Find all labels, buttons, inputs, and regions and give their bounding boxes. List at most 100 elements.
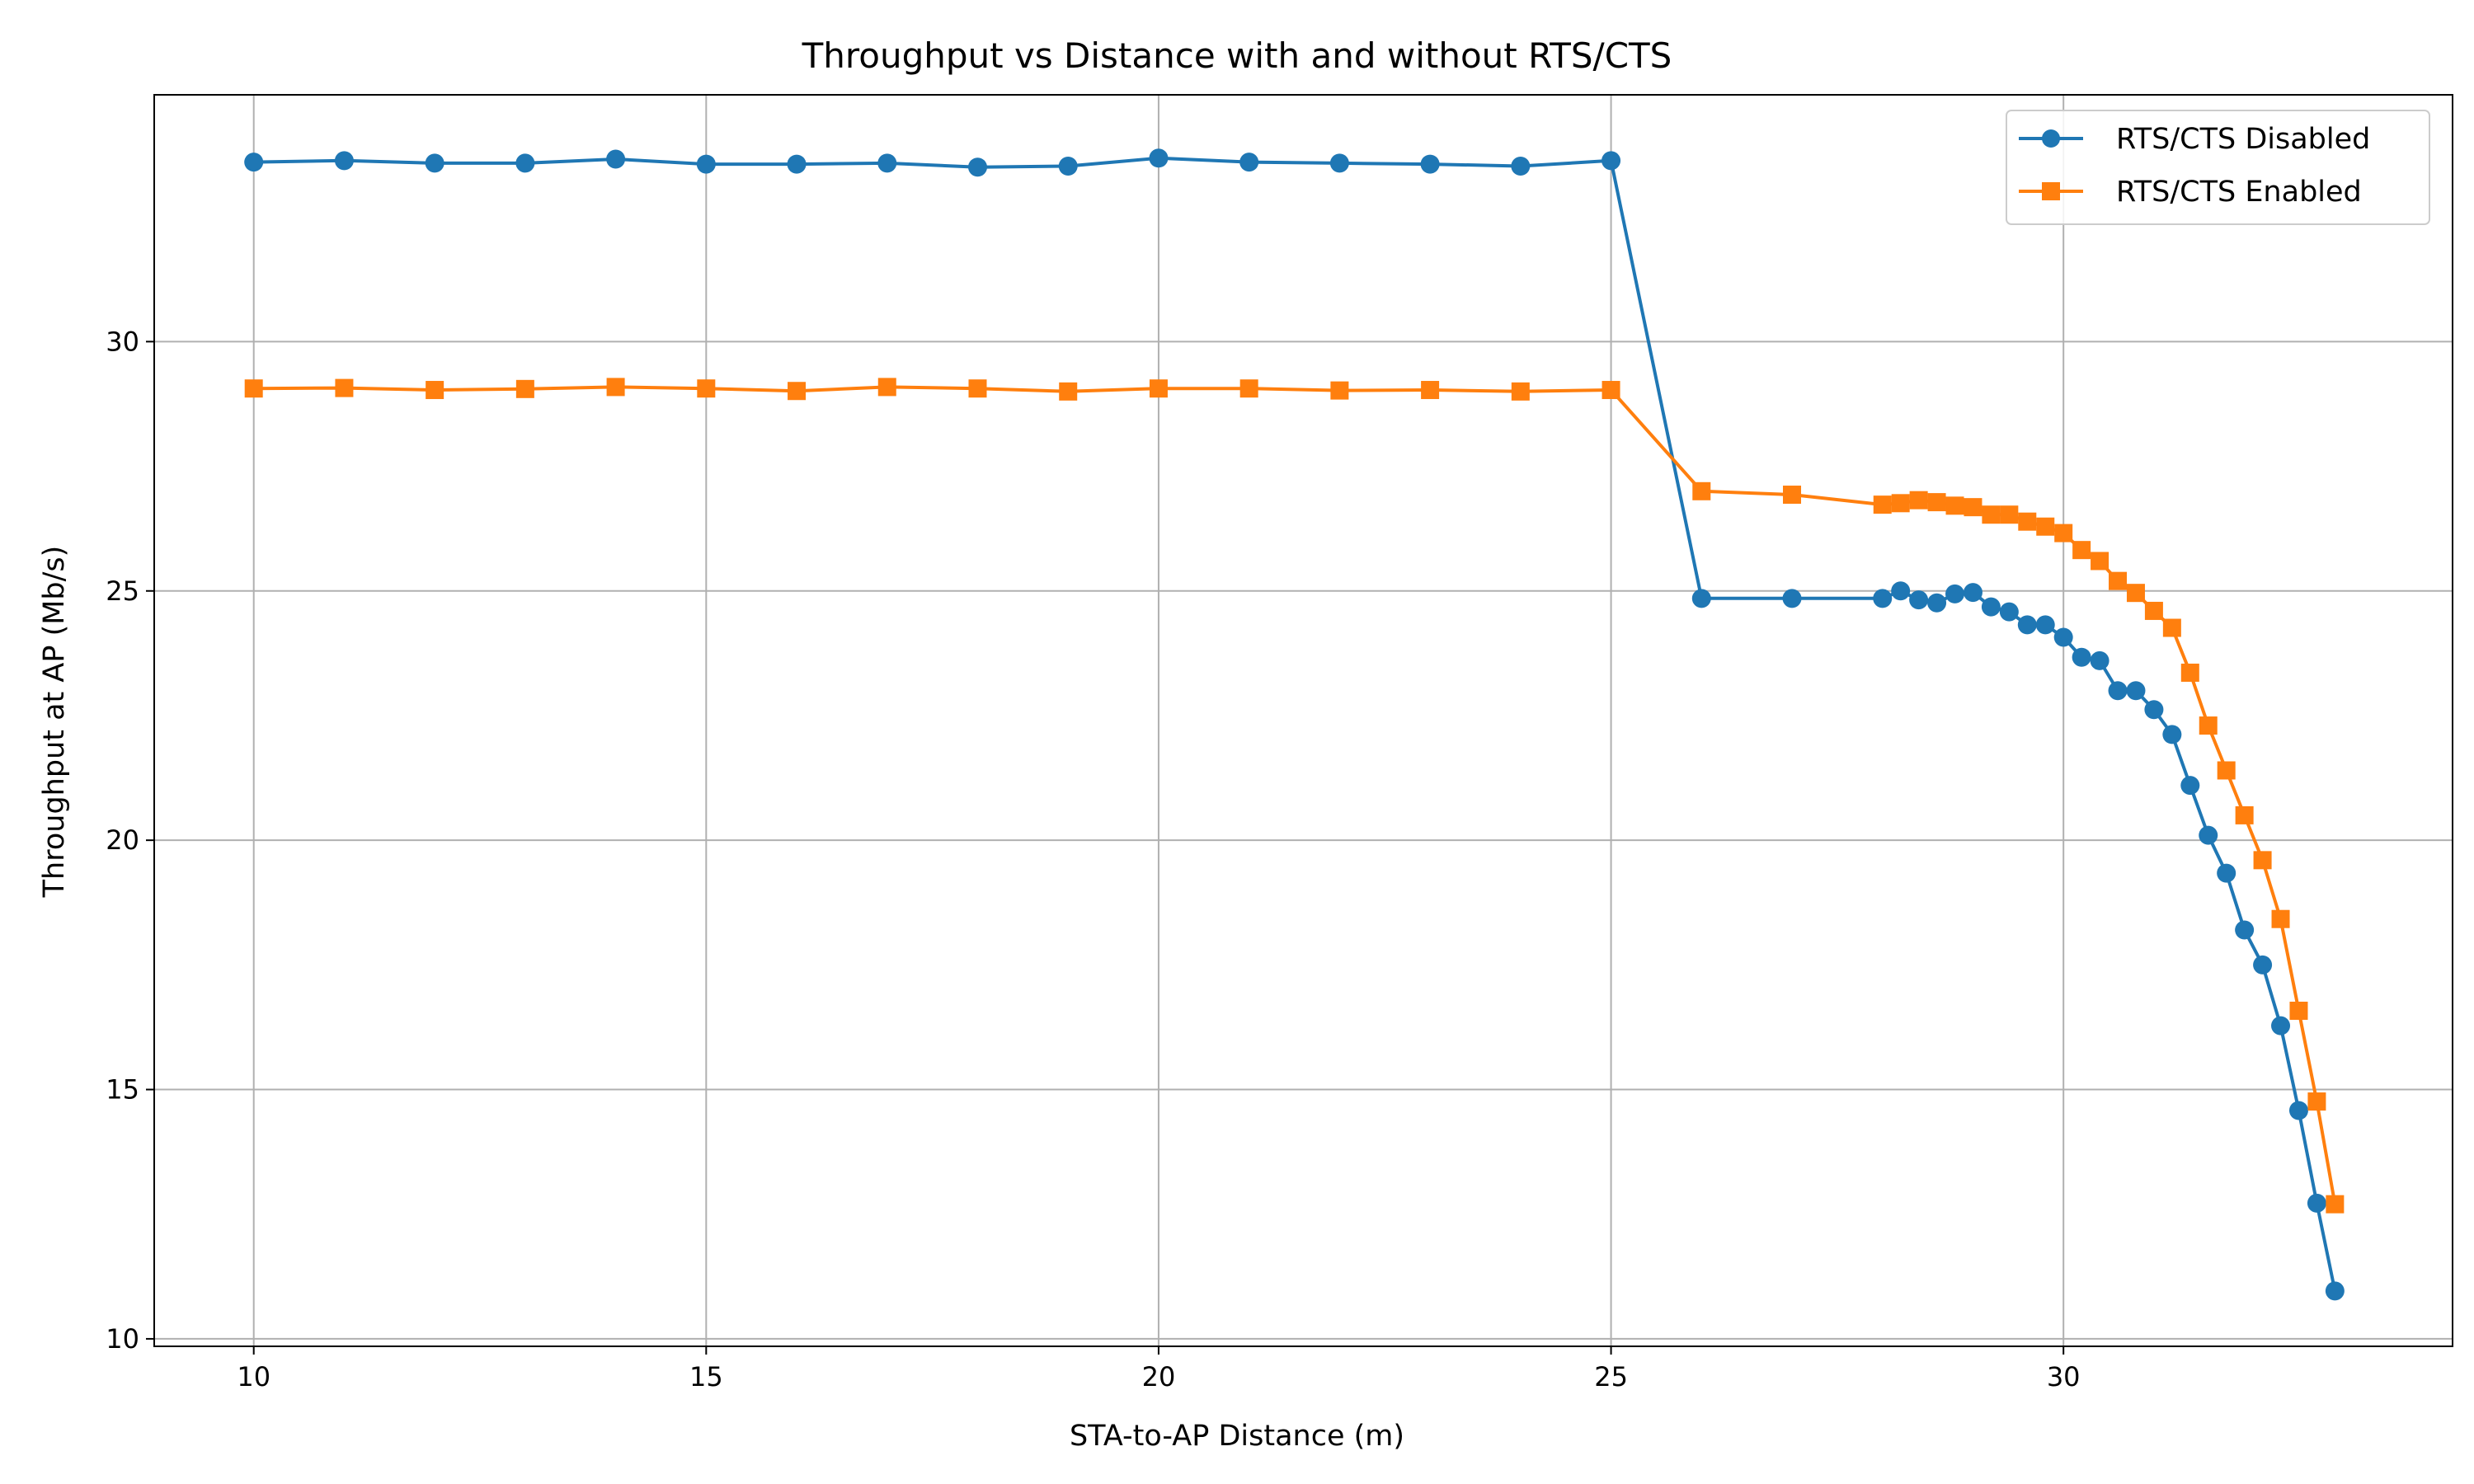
series-layer	[244, 148, 2345, 1301]
data-point	[1783, 486, 1802, 505]
data-point	[2126, 681, 2146, 701]
data-point	[1909, 590, 1929, 610]
x-tick-label: 20	[1142, 1361, 1176, 1392]
legend: RTS/CTS Disabled RTS/CTS Enabled	[2006, 110, 2430, 225]
y-tick-label: 15	[106, 1074, 139, 1106]
data-point	[877, 378, 896, 397]
data-point	[1149, 148, 1169, 168]
data-point	[1891, 581, 1911, 601]
data-point	[2307, 1193, 2326, 1213]
data-point	[1421, 381, 1440, 400]
data-point	[2253, 955, 2273, 974]
data-point	[2144, 601, 2163, 620]
legend-box	[2006, 110, 2430, 225]
y-tick-label: 25	[106, 575, 139, 607]
x-tick-label: 25	[1594, 1361, 1628, 1392]
data-point	[1602, 151, 1621, 171]
data-point	[1420, 154, 1440, 174]
data-point	[1239, 379, 1258, 398]
data-point	[1511, 156, 1531, 176]
legend-label-disabled: RTS/CTS Disabled	[2116, 123, 2370, 156]
data-point	[1982, 505, 2001, 524]
data-point	[2307, 1092, 2326, 1111]
data-point	[1963, 583, 1982, 603]
x-tick-label: 15	[689, 1361, 723, 1392]
data-point	[2018, 512, 2037, 531]
data-point	[2053, 627, 2073, 647]
data-point	[2126, 584, 2145, 603]
legend-marker-enabled	[2042, 182, 2060, 200]
data-point	[1891, 494, 1910, 513]
data-point	[515, 153, 535, 173]
data-point	[2036, 517, 2055, 536]
data-point	[2235, 805, 2254, 824]
data-point	[2326, 1195, 2345, 1214]
data-point	[2325, 1281, 2345, 1301]
data-point	[1909, 491, 1928, 510]
data-point	[334, 151, 354, 171]
data-point	[2271, 909, 2290, 928]
data-point	[788, 382, 807, 401]
data-point	[1782, 589, 1802, 608]
data-point	[2253, 851, 2272, 870]
y-axis-label: Throughput at AP (Mb/s)	[38, 546, 71, 899]
data-point	[1149, 379, 1168, 398]
data-point	[2000, 505, 2019, 524]
chart-title: Throughput vs Distance with and without …	[802, 35, 1672, 76]
data-point	[2199, 825, 2218, 845]
data-point	[1999, 602, 2019, 622]
data-point	[2217, 761, 2236, 780]
data-point	[2180, 663, 2199, 682]
data-point	[244, 379, 263, 398]
y-tick-label: 30	[106, 326, 139, 357]
data-point	[1981, 597, 2001, 617]
data-point	[2271, 1016, 2291, 1036]
data-point	[1239, 153, 1259, 172]
x-axis-label: STA-to-AP Distance (m)	[1070, 1420, 1404, 1453]
data-point	[1927, 593, 1947, 613]
data-point	[2035, 615, 2055, 635]
data-point	[787, 154, 807, 174]
data-point	[2162, 725, 2182, 744]
data-point	[606, 378, 625, 397]
data-point	[515, 379, 534, 398]
series-2	[244, 378, 2345, 1214]
data-point	[2288, 1101, 2308, 1120]
data-point	[2199, 716, 2218, 735]
data-point	[877, 153, 897, 173]
data-point	[426, 381, 444, 400]
data-point	[1329, 153, 1349, 173]
data-point	[1873, 495, 1892, 514]
x-tick-label: 30	[2047, 1361, 2081, 1392]
data-point	[2289, 1001, 2308, 1020]
data-point	[1691, 589, 1711, 608]
data-point	[1330, 381, 1349, 400]
y-tick-label: 20	[106, 824, 139, 856]
data-point	[1058, 156, 1078, 176]
grid-lines	[154, 95, 2453, 1346]
data-point	[2108, 681, 2128, 701]
data-point	[2217, 863, 2236, 883]
legend-label-enabled: RTS/CTS Enabled	[2116, 176, 2362, 209]
data-point	[606, 149, 626, 169]
axis-ticks: 10 15 20 25 30 10 15 20 25 30	[106, 326, 2080, 1392]
data-point	[1692, 481, 1711, 500]
data-point	[968, 379, 987, 398]
data-point	[1927, 493, 1946, 512]
y-tick-label: 10	[106, 1323, 139, 1355]
data-point	[2090, 650, 2109, 670]
data-point	[2144, 700, 2164, 720]
data-point	[2072, 647, 2091, 667]
series-1	[244, 148, 2345, 1301]
data-point	[697, 379, 716, 398]
data-point	[967, 157, 987, 177]
x-tick-label: 10	[237, 1361, 270, 1392]
data-point	[1945, 496, 1964, 515]
data-point	[2017, 615, 2037, 635]
data-point	[244, 153, 264, 172]
data-point	[696, 154, 716, 174]
data-point	[1059, 382, 1078, 401]
data-point	[1964, 498, 1982, 517]
data-point	[2091, 552, 2109, 571]
